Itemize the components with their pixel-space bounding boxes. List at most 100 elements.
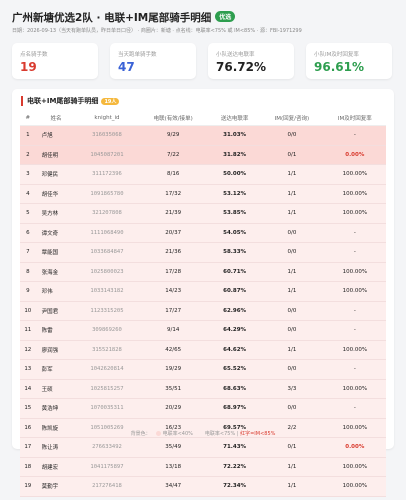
cell: 217276418 bbox=[76, 476, 138, 497]
cell: 邓伟 bbox=[35, 281, 77, 302]
legend-swatch bbox=[197, 431, 203, 436]
card: 小队送达电联率 76.72% bbox=[208, 43, 294, 79]
cell: 17/32 bbox=[137, 184, 209, 204]
cell: 14/23 bbox=[137, 281, 209, 302]
column-header: 姓名 bbox=[35, 111, 77, 126]
cell: 7 bbox=[20, 242, 36, 263]
table-row: 6 谭文奇 1111068490 20/37 54.05% 0/0- bbox=[20, 223, 386, 243]
cell: 0/0 bbox=[260, 359, 324, 380]
cell: 72.22% bbox=[208, 457, 261, 477]
subtitle: 日期：2026-09-13（当天有跑单队员，昨日单日口径） · 商圈片：新塘 ·… bbox=[12, 28, 302, 34]
title: 广州新塘优选2队 · 电联+IM尾部骑手明细 优选 bbox=[12, 10, 236, 25]
cell: 3 bbox=[20, 164, 36, 185]
table-row: 3 邓健民 311172396 8/16 50.00% 1/1 100.00% bbox=[20, 164, 386, 185]
cell: 100.00% bbox=[323, 262, 386, 282]
cell: 1 bbox=[20, 125, 36, 146]
cell: 53.12% bbox=[208, 184, 261, 204]
cell: 100.00% bbox=[323, 457, 386, 477]
column-header: # bbox=[20, 111, 36, 126]
cell: 1/1 bbox=[260, 203, 324, 224]
cell: 胡佳华 bbox=[35, 184, 77, 204]
cell: 1041175897 bbox=[76, 457, 138, 477]
cell: 60.87% bbox=[208, 281, 261, 302]
cell: 尹国君 bbox=[35, 301, 77, 321]
cell: 35/49 bbox=[137, 437, 209, 458]
cell: 5 bbox=[20, 203, 36, 224]
table-row: 13 彭军 1042620814 19/29 65.52% 0/0- bbox=[20, 359, 386, 380]
card-value: 47 bbox=[118, 60, 135, 74]
cell: 17/28 bbox=[137, 262, 209, 282]
table-row: 17 陈让涛 276633492 35/49 71.43% 0/1 0.00% bbox=[20, 437, 386, 458]
cell: 王硕 bbox=[35, 379, 77, 399]
table-row: 5 吴方林 321207808 21/39 53.85% 1/1 100.00% bbox=[20, 203, 386, 224]
cell: 廖润强 bbox=[35, 340, 77, 360]
table-row: 11 陈雷 309869260 9/14 64.29% 0/0- bbox=[20, 320, 386, 341]
cell: 1/1 bbox=[260, 340, 324, 360]
card-value: 96.61% bbox=[314, 60, 364, 74]
cell: 65.52% bbox=[208, 359, 261, 380]
cell: 6 bbox=[20, 223, 36, 243]
cell: 0.00% bbox=[323, 145, 386, 165]
legend-label: 背景色： bbox=[130, 431, 151, 437]
cell: 9/29 bbox=[137, 125, 209, 146]
cell: 42/65 bbox=[137, 340, 209, 360]
card-value: 19 bbox=[20, 60, 37, 74]
cell: 69.57% bbox=[208, 418, 261, 438]
cell: 1042620814 bbox=[76, 359, 138, 380]
cell: 13 bbox=[20, 359, 36, 380]
cell: 68.63% bbox=[208, 379, 261, 399]
cell: 陈雷 bbox=[35, 320, 77, 341]
cell: 316035068 bbox=[76, 125, 138, 146]
cell: 1111068490 bbox=[76, 223, 138, 243]
legend-note: 红字=IM<85% bbox=[240, 431, 276, 437]
column-header: IM(回复/咨询) bbox=[260, 111, 324, 126]
cell: 68.97% bbox=[208, 398, 261, 419]
cell: 3/3 bbox=[260, 379, 324, 399]
cell: 卢旭 bbox=[35, 125, 77, 146]
cell: 100.00% bbox=[323, 379, 386, 399]
cell: 0/1 bbox=[260, 145, 324, 165]
cell: 20/29 bbox=[137, 398, 209, 419]
legend: 背景色： 电联率<40% 电联率<75% | 红字=IM<85% bbox=[12, 430, 394, 437]
table-row: 8 张海金 1025800023 17/28 60.71% 1/1 100.00% bbox=[20, 262, 386, 282]
card-label: 小队送达电联率 bbox=[216, 52, 255, 58]
cell: 15 bbox=[20, 398, 36, 419]
table-row: 12 廖润强 315521828 42/65 64.62% 1/1 100.00% bbox=[20, 340, 386, 360]
card: 点名骑手数 19 bbox=[12, 43, 98, 79]
cell: 35/51 bbox=[137, 379, 209, 399]
table-row: 2 胡佳明 1045087201 7/22 31.82% 0/1 0.00% bbox=[20, 145, 386, 165]
cell: - bbox=[323, 359, 386, 380]
legend-swatch bbox=[155, 431, 161, 436]
cell: 2/2 bbox=[260, 418, 324, 438]
cell: 胡建宏 bbox=[35, 457, 77, 477]
cell: 60.71% bbox=[208, 262, 261, 282]
table-body: 1 卢旭 316035068 9/29 31.03% 0/0-2 胡佳明 1045087201… bbox=[20, 125, 386, 497]
cell: 72.34% bbox=[208, 476, 261, 497]
card: 当天跑单骑手数 47 bbox=[110, 43, 196, 79]
cell: 64.29% bbox=[208, 320, 261, 341]
cell: 18 bbox=[20, 457, 36, 477]
table-row: 10 尹国君 1123315205 17/27 62.96% 0/0- bbox=[20, 301, 386, 321]
cell: - bbox=[323, 398, 386, 419]
cell: 100.00% bbox=[323, 203, 386, 224]
cell: 0/0 bbox=[260, 398, 324, 419]
cell: 胡佳明 bbox=[35, 145, 77, 165]
card: 小队IM及时回复率 96.61% bbox=[306, 43, 392, 79]
section-text: 电联+IM尾部骑手明细 bbox=[27, 97, 99, 105]
cell: 100.00% bbox=[323, 418, 386, 438]
cell: 58.33% bbox=[208, 242, 261, 263]
cell: 莫勤宇 bbox=[35, 476, 77, 497]
cell: 0/0 bbox=[260, 242, 324, 263]
cell: 17/27 bbox=[137, 301, 209, 321]
table-row: 19 莫勤宇 217276418 34/47 72.34% 1/1 100.00% bbox=[20, 476, 386, 497]
cell: 12 bbox=[20, 340, 36, 360]
cell: 8 bbox=[20, 262, 36, 282]
table-row: 1 卢旭 316035068 9/29 31.03% 0/0- bbox=[20, 125, 386, 146]
legend-item: 电联率<75% bbox=[204, 431, 236, 437]
cell: 陈让涛 bbox=[35, 437, 77, 458]
table-row: 9 邓伟 1033143182 14/23 60.87% 1/1 100.00% bbox=[20, 281, 386, 302]
cell: 100.00% bbox=[323, 340, 386, 360]
table-row: 18 胡建宏 1041175897 13/18 72.22% 1/1 100.00% bbox=[20, 457, 386, 477]
cell: - bbox=[323, 320, 386, 341]
cell: 陈凯旋 bbox=[35, 418, 77, 438]
